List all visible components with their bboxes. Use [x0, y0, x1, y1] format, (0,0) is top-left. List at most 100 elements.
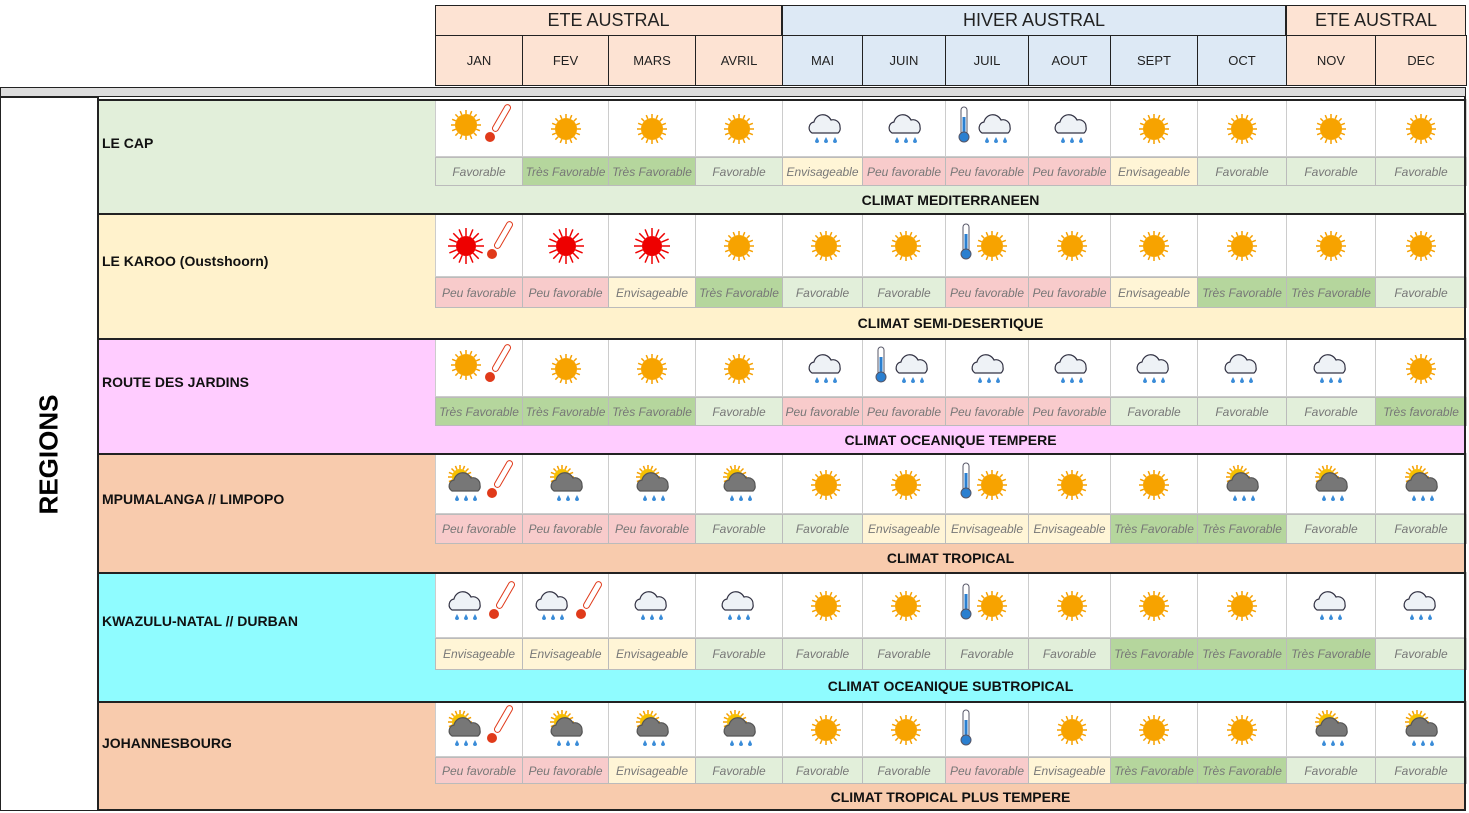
weather-glyph — [960, 223, 1007, 261]
month-header: JAN — [435, 35, 523, 86]
region-border — [97, 99, 1466, 101]
weather-icon — [522, 338, 609, 397]
weather-icon — [1286, 572, 1376, 638]
region-name: KWAZULU-NATAL // DURBAN — [102, 613, 298, 629]
weather-icon — [608, 453, 696, 514]
weather-icon — [1110, 99, 1198, 157]
climate-label: CLIMAT TROPICAL PLUS TEMPERE — [435, 784, 1466, 810]
weather-svg — [634, 591, 667, 620]
weather-icon — [522, 453, 609, 514]
weather-svg — [1139, 591, 1169, 621]
weather-icon — [1110, 453, 1198, 514]
weather-glyph — [1226, 464, 1259, 501]
season-header: HIVER AUSTRAL — [782, 5, 1286, 36]
weather-glyph — [1316, 231, 1346, 261]
weather-glyph — [448, 705, 513, 746]
weather-glyph — [1403, 591, 1436, 620]
rating: Peu favorable — [1028, 397, 1111, 426]
month-header: AVRIL — [695, 35, 783, 86]
weather-svg — [811, 469, 841, 500]
weather-svg — [1316, 231, 1346, 261]
weather-svg — [535, 581, 602, 620]
rating: Envisageable — [862, 514, 946, 544]
weather-icon — [862, 338, 946, 397]
weather-icon — [1375, 338, 1467, 397]
weather-glyph — [811, 469, 841, 500]
weather-glyph — [637, 353, 667, 384]
rating: Très Favorable — [1197, 757, 1287, 784]
weather-svg — [1227, 715, 1257, 745]
rating: Favorable — [695, 157, 783, 186]
weather-svg — [724, 114, 754, 144]
weather-icon — [782, 572, 863, 638]
weather-svg — [1139, 715, 1169, 745]
weather-icon — [862, 99, 946, 157]
rating: Très Favorable — [1110, 514, 1198, 544]
rating: Envisageable — [1110, 277, 1198, 308]
weather-svg — [637, 114, 667, 144]
weather-svg — [1136, 353, 1169, 383]
rating: Peu favorable — [945, 157, 1029, 186]
weather-glyph — [971, 353, 1004, 383]
weather-glyph — [448, 221, 513, 264]
rating: Peu favorable — [522, 757, 609, 784]
weather-icon — [1375, 99, 1467, 157]
weather-svg — [1406, 231, 1436, 261]
rating: Peu favorable — [945, 277, 1029, 308]
weather-icon — [945, 572, 1029, 638]
weather-icon — [695, 338, 783, 397]
weather-svg — [551, 114, 581, 144]
weather-icon — [945, 701, 1029, 757]
rating: Peu favorable — [1028, 277, 1111, 308]
rating: Favorable — [1110, 397, 1198, 426]
weather-glyph — [551, 114, 581, 144]
row-header: REGIONS — [0, 97, 98, 811]
weather-svg — [960, 709, 972, 746]
weather-icon — [1375, 701, 1467, 757]
weather-icon — [1028, 701, 1111, 757]
weather-icon — [435, 453, 523, 514]
weather-icon — [945, 338, 1029, 397]
rating: Favorable — [435, 157, 523, 186]
weather-glyph — [1406, 353, 1436, 384]
weather-icon — [862, 453, 946, 514]
rating: Favorable — [1286, 514, 1376, 544]
rating: Favorable — [782, 638, 863, 670]
weather-glyph — [1139, 469, 1169, 500]
weather-icon — [1286, 701, 1376, 757]
weather-glyph — [1316, 114, 1346, 144]
climate-label: CLIMAT SEMI-DESERTIQUE — [435, 308, 1466, 338]
weather-svg — [1057, 591, 1087, 621]
row-header-text: REGIONS — [33, 394, 64, 514]
rating: Peu favorable — [608, 514, 696, 544]
weather-icon — [1028, 453, 1111, 514]
weather-glyph — [535, 581, 602, 620]
rating: Très Favorable — [522, 397, 609, 426]
weather-icon — [945, 213, 1029, 277]
weather-svg — [723, 464, 756, 501]
weather-glyph — [723, 710, 756, 746]
weather-svg — [1057, 715, 1087, 745]
weather-glyph — [811, 715, 841, 745]
weather-glyph — [1406, 231, 1436, 261]
weather-glyph — [451, 343, 511, 382]
rating: Favorable — [782, 277, 863, 308]
weather-svg — [1139, 231, 1169, 261]
weather-glyph — [960, 462, 1007, 500]
weather-icon — [522, 572, 609, 638]
weather-svg — [808, 114, 841, 143]
weather-glyph — [960, 709, 972, 746]
rating: Favorable — [782, 757, 863, 784]
weather-icon — [522, 701, 609, 757]
weather-svg — [1054, 114, 1087, 143]
weather-svg — [1403, 591, 1436, 620]
weather-icon — [945, 99, 1029, 157]
weather-svg — [1057, 231, 1087, 261]
rating: Envisageable — [522, 638, 609, 670]
rating: Très Favorable — [1197, 638, 1287, 670]
weather-svg — [448, 221, 513, 264]
weather-icon — [608, 572, 696, 638]
rating: Favorable — [1375, 277, 1467, 308]
weather-icon — [695, 213, 783, 277]
weather-svg — [811, 231, 841, 261]
